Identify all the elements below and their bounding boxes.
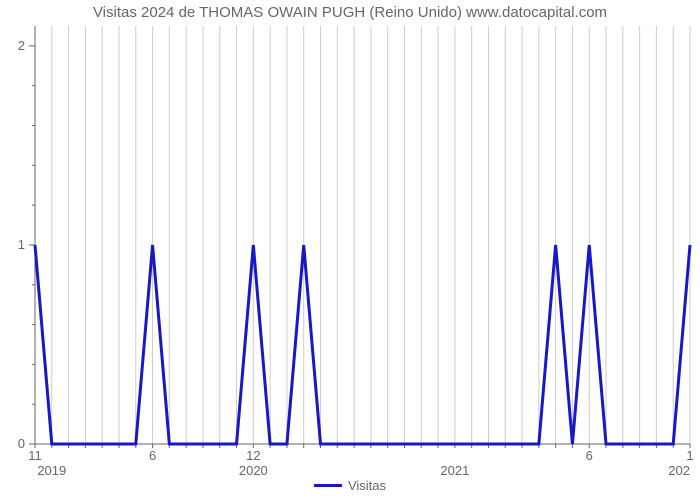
chart-plot: 0121161261201920202021202: [35, 26, 690, 484]
svg-text:2: 2: [18, 38, 25, 53]
chart-title: Visitas 2024 de THOMAS OWAIN PUGH (Reino…: [0, 4, 700, 21]
svg-text:0: 0: [18, 436, 25, 451]
chart-legend: Visitas: [0, 478, 700, 493]
svg-text:1: 1: [686, 448, 693, 463]
svg-text:6: 6: [149, 448, 156, 463]
svg-text:2019: 2019: [37, 463, 66, 478]
svg-text:2021: 2021: [440, 463, 469, 478]
svg-text:6: 6: [586, 448, 593, 463]
legend-label: Visitas: [348, 478, 386, 493]
legend-swatch: [314, 484, 342, 487]
svg-text:1: 1: [18, 237, 25, 252]
svg-text:202: 202: [668, 463, 690, 478]
svg-text:12: 12: [246, 448, 260, 463]
svg-text:11: 11: [28, 448, 42, 463]
svg-text:2020: 2020: [239, 463, 268, 478]
